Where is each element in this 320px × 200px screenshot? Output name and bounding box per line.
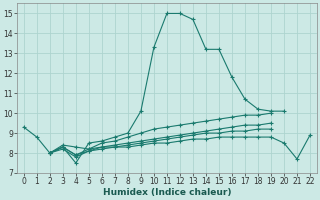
X-axis label: Humidex (Indice chaleur): Humidex (Indice chaleur)	[103, 188, 231, 197]
